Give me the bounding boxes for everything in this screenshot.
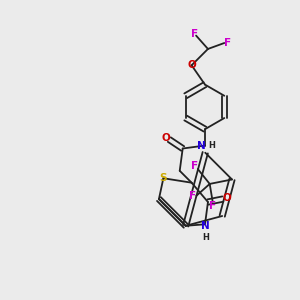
Text: F: F bbox=[209, 201, 216, 211]
Text: F: F bbox=[189, 191, 196, 201]
Text: N: N bbox=[197, 140, 206, 151]
Text: H: H bbox=[202, 233, 209, 242]
Text: S: S bbox=[160, 173, 167, 183]
Text: O: O bbox=[162, 133, 171, 143]
Text: F: F bbox=[224, 38, 231, 48]
Text: H: H bbox=[208, 141, 215, 150]
Text: F: F bbox=[191, 161, 198, 171]
Text: O: O bbox=[187, 60, 196, 70]
Text: O: O bbox=[223, 193, 232, 202]
Text: F: F bbox=[191, 29, 198, 39]
Text: N: N bbox=[201, 221, 210, 231]
